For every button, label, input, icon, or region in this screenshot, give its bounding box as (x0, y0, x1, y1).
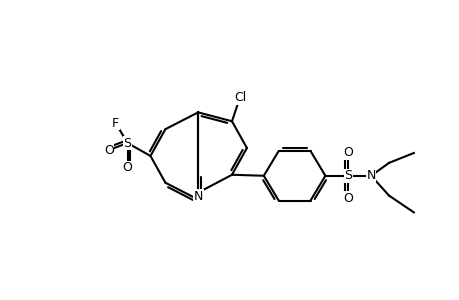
Text: O: O (342, 146, 353, 160)
Text: O: O (104, 143, 113, 157)
Text: O: O (342, 192, 353, 205)
Text: N: N (193, 190, 202, 203)
Text: S: S (123, 136, 131, 150)
Text: Cl: Cl (233, 91, 246, 104)
Text: O: O (123, 161, 132, 174)
Text: S: S (343, 169, 352, 182)
Text: F: F (112, 117, 119, 130)
Text: N: N (366, 169, 375, 182)
